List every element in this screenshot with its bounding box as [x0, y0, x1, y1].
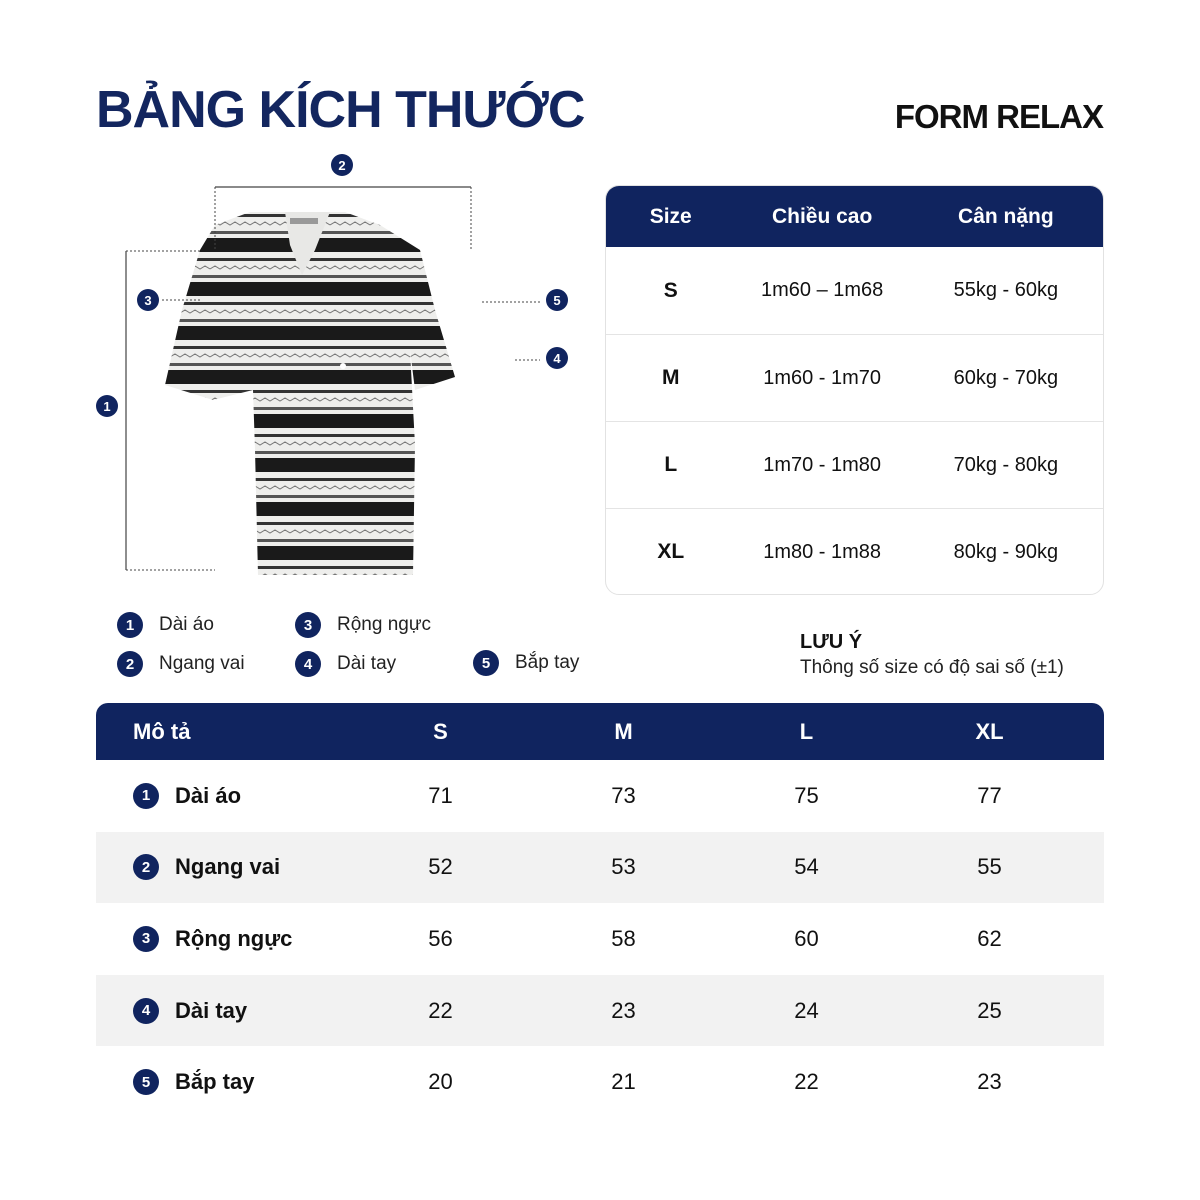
shirt-image — [125, 186, 540, 575]
legend-number: 1 — [117, 612, 143, 638]
header-height: Chiều cao — [771, 204, 873, 228]
table-row: S 1m60 – 1m68 55kg - 60kg — [606, 247, 1103, 334]
value-cell: 60 — [794, 925, 819, 951]
header-description: Mô tả — [133, 718, 191, 744]
row-label: 1 Dài áo — [96, 782, 349, 809]
row-label: 4 Dài tay — [96, 997, 349, 1024]
measurement-table: Mô tả S M L XL 1 Dài áo 71 73 75 77 2 Ngang va… — [96, 703, 1104, 1118]
shirt-diagram: 1 2 3 4 5 — [90, 150, 590, 590]
value-cell: 58 — [611, 925, 636, 951]
marker-4: 4 — [546, 347, 568, 369]
header-m: M — [614, 718, 633, 744]
value-cell: 71 — [428, 782, 453, 808]
table-row: L 1m70 - 1m80 70kg - 80kg — [606, 421, 1103, 508]
value-cell: 22 — [428, 997, 453, 1023]
value-cell: 20 — [428, 1069, 453, 1095]
value-cell: 23 — [977, 1069, 1002, 1095]
legend-label: Ngang vai — [159, 653, 245, 674]
size-table: Size Chiều cao Cân nặng S 1m60 – 1m68 55kg… — [605, 185, 1104, 595]
value-cell: 52 — [428, 854, 453, 880]
legend-label: Dài áo — [159, 614, 214, 635]
row-number: 3 — [133, 925, 159, 952]
table-row: 5 Bắp tay 20 21 22 23 — [96, 1046, 1104, 1118]
row-label: 3 Rộng ngực — [96, 925, 349, 952]
value-cell: 75 — [794, 782, 819, 808]
size-cell: L — [664, 453, 678, 476]
legend-number: 4 — [295, 651, 321, 677]
table-row: 1 Dài áo 71 73 75 77 — [96, 760, 1104, 832]
weight-cell: 60kg - 70kg — [953, 366, 1059, 389]
value-cell: 73 — [611, 782, 636, 808]
value-cell: 22 — [794, 1069, 819, 1095]
value-cell: 77 — [977, 782, 1002, 808]
row-number: 2 — [133, 854, 159, 881]
legend-item: 3 Rộng ngực — [295, 612, 431, 638]
marker-2: 2 — [331, 154, 353, 176]
header-xl: XL — [975, 718, 1004, 744]
size-cell: XL — [657, 540, 685, 563]
row-number: 1 — [133, 782, 159, 809]
row-number: 5 — [133, 1069, 159, 1096]
value-cell: 54 — [794, 854, 819, 880]
height-cell: 1m60 – 1m68 — [760, 279, 884, 301]
row-label-text: Ngang vai — [175, 854, 281, 880]
weight-cell: 70kg - 80kg — [953, 453, 1059, 476]
row-label-text: Dài áo — [175, 782, 242, 808]
legend-label: Rộng ngực — [337, 614, 432, 635]
row-label: 5 Bắp tay — [96, 1069, 349, 1096]
height-cell: 1m70 - 1m80 — [763, 453, 882, 476]
page-title: BẢNG KÍCH THƯỚC — [96, 81, 585, 139]
legend-item: 2 Ngang vai — [117, 651, 245, 677]
legend-label: Dài tay — [337, 653, 397, 674]
row-label: 2 Ngang vai — [96, 854, 349, 881]
size-table-body: S 1m60 – 1m68 55kg - 60kg M 1m60 - 1m70 60kg… — [606, 247, 1103, 594]
table-row: XL 1m80 - 1m88 80kg - 90kg — [606, 508, 1103, 594]
row-label-text: Dài tay — [175, 997, 248, 1023]
row-label-text: Bắp tay — [175, 1069, 255, 1095]
legend-item: 5 Bắp tay — [473, 650, 579, 676]
marker-5: 5 — [546, 289, 568, 311]
row-number: 4 — [133, 997, 159, 1024]
size-cell: M — [661, 366, 680, 389]
table-row: M 1m60 - 1m70 60kg - 70kg — [606, 334, 1103, 421]
note-text: Thông số size có độ sai số (±1) — [800, 657, 1064, 678]
value-cell: 24 — [794, 997, 819, 1023]
value-cell: 23 — [611, 997, 636, 1023]
table-row: 3 Rộng ngực 56 58 60 62 — [96, 903, 1104, 975]
legend-number: 3 — [295, 612, 321, 638]
value-cell: 21 — [611, 1069, 636, 1095]
header-weight: Cân nặng — [958, 204, 1054, 228]
legend-number: 2 — [117, 651, 143, 677]
legend-item: 4 Dài tay — [295, 651, 396, 677]
value-cell: 62 — [977, 925, 1002, 951]
value-cell: 55 — [977, 854, 1002, 880]
value-cell: 53 — [611, 854, 636, 880]
value-cell: 56 — [428, 925, 453, 951]
weight-cell: 80kg - 90kg — [953, 540, 1059, 563]
header-size: Size — [649, 204, 692, 228]
legend-label: Bắp tay — [515, 652, 580, 673]
row-label-text: Rộng ngực — [175, 925, 293, 951]
marker-3: 3 — [137, 289, 159, 311]
value-cell: 25 — [977, 997, 1002, 1023]
header-s: S — [433, 718, 448, 744]
table-row: 4 Dài tay 22 23 24 25 — [96, 974, 1104, 1047]
header-l: L — [799, 718, 814, 744]
size-cell: S — [663, 278, 678, 302]
legend-item: 1 Dài áo — [117, 612, 214, 638]
size-table-header: Size Chiều cao Cân nặng — [606, 186, 1103, 247]
marker-1: 1 — [96, 395, 118, 417]
note-title: LƯU Ý — [800, 631, 863, 653]
legend-number: 5 — [473, 650, 499, 676]
weight-cell: 55kg - 60kg — [953, 279, 1059, 301]
height-cell: 1m60 - 1m70 — [763, 366, 882, 389]
table-row: 2 Ngang vai 52 53 54 55 — [96, 831, 1104, 904]
height-cell: 1m80 - 1m88 — [763, 540, 882, 563]
measurement-table-header: Mô tả S M L XL — [96, 703, 1104, 760]
form-label: FORM RELAX — [894, 98, 1104, 135]
